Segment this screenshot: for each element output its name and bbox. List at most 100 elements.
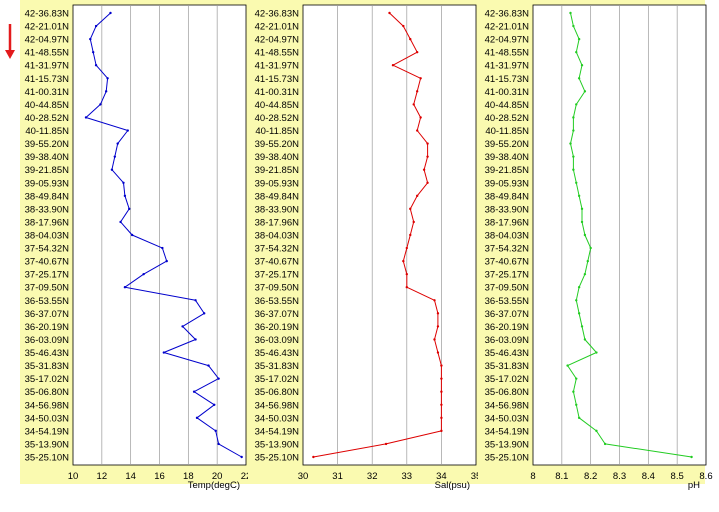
data-point bbox=[575, 181, 578, 184]
data-point bbox=[202, 312, 206, 315]
x-tick-label: 33 bbox=[402, 471, 413, 482]
latitude-label: 35-13.90N bbox=[25, 439, 70, 450]
latitude-label: 36-20.19N bbox=[25, 322, 70, 333]
latitude-label: 35-17.02N bbox=[25, 374, 70, 385]
data-point bbox=[405, 286, 408, 289]
x-tick-label: 22 bbox=[241, 471, 252, 482]
latitude-label: 41-15.73N bbox=[485, 74, 530, 85]
data-point bbox=[436, 312, 440, 315]
data-point bbox=[89, 37, 92, 41]
data-point bbox=[409, 37, 412, 41]
data-point bbox=[575, 103, 578, 106]
latitude-label: 42-36.83N bbox=[485, 9, 530, 20]
data-point bbox=[84, 116, 88, 119]
latitude-label: 40-28.52N bbox=[25, 113, 70, 124]
data-point bbox=[575, 377, 578, 380]
data-point bbox=[104, 90, 108, 93]
data-point bbox=[126, 129, 129, 132]
latitude-label: 39-55.20N bbox=[485, 139, 530, 150]
latitude-label: 41-00.31N bbox=[25, 87, 70, 98]
latitude-label: 38-17.96N bbox=[25, 217, 70, 228]
data-point bbox=[405, 246, 408, 250]
data-point bbox=[214, 429, 217, 433]
latitude-label: 37-40.67N bbox=[255, 257, 300, 268]
down-arrow-icon bbox=[5, 24, 15, 59]
latitude-label: 34-54.19N bbox=[255, 426, 300, 437]
data-point bbox=[572, 129, 575, 132]
latitude-label: 36-37.07N bbox=[25, 309, 70, 320]
data-point bbox=[436, 325, 440, 328]
data-point bbox=[575, 50, 578, 54]
latitude-label: 40-44.85N bbox=[255, 100, 300, 111]
latitude-label: 36-53.55N bbox=[485, 296, 530, 307]
latitude-label: 42-21.01N bbox=[25, 22, 70, 33]
x-tick-label: 20 bbox=[212, 471, 223, 482]
data-point bbox=[440, 390, 443, 393]
data-point bbox=[391, 64, 395, 67]
ph-panel: 8 8.1 8.2 8.3 8.4 8.5 8.6pH 42-36.83N 42-21.01N 4… bbox=[478, 0, 713, 491]
latitude-label: 38-49.84N bbox=[25, 191, 70, 202]
data-point bbox=[109, 11, 112, 15]
data-point bbox=[603, 442, 607, 446]
data-point bbox=[195, 416, 199, 420]
data-point bbox=[123, 194, 127, 198]
latitude-label: 34-56.98N bbox=[255, 400, 300, 411]
latitude-label: 41-31.97N bbox=[25, 61, 70, 72]
latitude-label: 42-36.83N bbox=[25, 9, 70, 20]
latitude-label: 42-36.83N bbox=[255, 9, 300, 20]
latitude-label: 40-11.85N bbox=[25, 126, 69, 137]
latitude-label: 35-31.83N bbox=[485, 361, 530, 372]
data-point bbox=[572, 24, 575, 28]
x-tick-label: 35 bbox=[471, 471, 482, 482]
data-point bbox=[575, 403, 578, 406]
x-tick-label: 18 bbox=[183, 471, 194, 482]
latitude-label: 37-09.50N bbox=[485, 283, 530, 294]
latitude-label: 42-04.97N bbox=[25, 35, 70, 46]
data-point bbox=[194, 299, 197, 302]
data-point bbox=[433, 338, 436, 341]
x-tick-label: 8.3 bbox=[613, 471, 626, 482]
data-point bbox=[130, 233, 134, 237]
ph-axis-label: pH bbox=[688, 480, 700, 491]
latitude-label: 35-17.02N bbox=[485, 374, 530, 385]
data-point bbox=[583, 233, 587, 237]
latitude-label: 35-31.83N bbox=[25, 361, 70, 372]
latitude-label: 36-37.07N bbox=[485, 309, 530, 320]
latitude-label: 37-40.67N bbox=[25, 257, 70, 268]
data-point bbox=[128, 207, 131, 211]
data-point bbox=[419, 77, 422, 80]
latitude-label: 35-25.10N bbox=[485, 453, 530, 464]
data-point bbox=[419, 116, 422, 119]
data-point bbox=[583, 338, 587, 341]
data-point bbox=[110, 168, 114, 171]
latitude-label: 34-56.98N bbox=[485, 400, 530, 411]
latitude-label: 35-13.90N bbox=[255, 439, 300, 450]
latitude-label: 35-46.43N bbox=[485, 348, 530, 359]
data-point bbox=[162, 351, 166, 354]
data-point bbox=[217, 377, 220, 380]
x-tick-label: 16 bbox=[154, 471, 165, 482]
latitude-label: 36-03.09N bbox=[255, 335, 300, 346]
x-tick-label: 8.5 bbox=[671, 471, 684, 482]
latitude-label: 41-31.97N bbox=[485, 61, 530, 72]
x-tick-label: 8 bbox=[530, 471, 535, 482]
data-point bbox=[412, 220, 415, 224]
latitude-label: 35-46.43N bbox=[25, 348, 70, 359]
latitude-label: 37-25.17N bbox=[255, 270, 300, 281]
data-point bbox=[577, 77, 581, 80]
latitude-label: 35-46.43N bbox=[255, 348, 300, 359]
data-point bbox=[217, 442, 220, 446]
latitude-label: 41-00.31N bbox=[485, 87, 530, 98]
latitude-label: 37-54.32N bbox=[485, 244, 530, 255]
data-point bbox=[165, 259, 168, 263]
data-point bbox=[123, 286, 127, 289]
latitude-label: 37-09.50N bbox=[255, 283, 300, 294]
data-point bbox=[94, 64, 98, 67]
data-point bbox=[192, 390, 196, 393]
data-point bbox=[122, 181, 125, 184]
latitude-label: 35-25.10N bbox=[255, 453, 300, 464]
temp-degc-axis-label: Temp(degC) bbox=[188, 480, 240, 491]
data-point bbox=[440, 416, 443, 420]
x-tick-label: 8.4 bbox=[642, 471, 655, 482]
